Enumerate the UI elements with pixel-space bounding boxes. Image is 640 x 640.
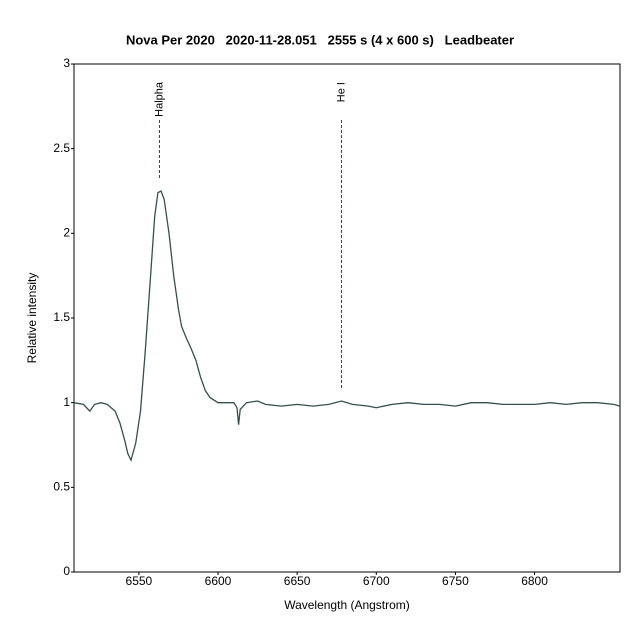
y-tick-label: 0.5: [53, 480, 70, 494]
x-tick-label: 6700: [363, 574, 390, 588]
y-tick-label: 1: [63, 395, 70, 409]
x-tick-label: 6800: [521, 574, 548, 588]
y-tick-label: 1.5: [53, 310, 70, 324]
y-tick-label: 0: [63, 564, 70, 578]
x-axis-label: Wavelength (Angstrom): [284, 598, 410, 612]
chart-title: Nova Per 2020 2020-11-28.051 2555 s (4 x…: [126, 32, 514, 47]
annotation-label: He I: [335, 82, 347, 102]
y-axis-label: Relative intensity: [25, 273, 39, 364]
y-tick-label: 2: [63, 226, 70, 240]
x-tick-label: 6650: [284, 574, 311, 588]
x-tick-label: 6550: [126, 574, 153, 588]
x-tick-label: 6750: [442, 574, 469, 588]
annotation-label: Halpha: [153, 81, 165, 117]
x-tick-label: 6600: [205, 574, 232, 588]
spectrum-line: [73, 190, 621, 463]
y-tick-label: 3: [63, 56, 70, 70]
y-tick-label: 2.5: [53, 141, 70, 155]
